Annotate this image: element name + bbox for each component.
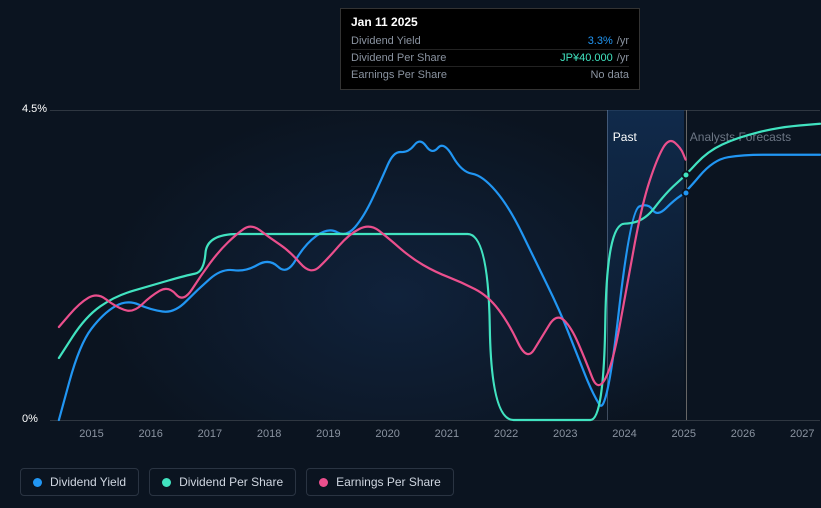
x-axis-label: 2026 xyxy=(731,428,755,440)
legend-item-dividend_per_share[interactable]: Dividend Per Share xyxy=(149,468,296,496)
legend-dot-icon xyxy=(162,478,171,487)
y-axis-label: 4.5% xyxy=(22,103,47,115)
tooltip-row-value: No data xyxy=(590,69,629,81)
marker-dividend_yield xyxy=(681,188,690,197)
x-axis-label: 2025 xyxy=(672,428,696,440)
x-axis-label: 2027 xyxy=(790,428,814,440)
legend-dot-icon xyxy=(319,478,328,487)
tooltip-row: Dividend Per Share JP¥40.000/yr xyxy=(351,49,629,66)
x-axis-label: 2019 xyxy=(316,428,340,440)
legend: Dividend Yield Dividend Per Share Earnings… xyxy=(20,468,454,496)
tooltip-row-label: Dividend Per Share xyxy=(351,52,446,64)
legend-dot-icon xyxy=(33,478,42,487)
marker-dividend_per_share xyxy=(681,171,690,180)
legend-item-label: Earnings Per Share xyxy=(336,475,441,489)
chart-svg xyxy=(50,110,820,420)
legend-item-label: Dividend Yield xyxy=(50,475,126,489)
tooltip-row-label: Earnings Per Share xyxy=(351,69,447,81)
legend-item-dividend_yield[interactable]: Dividend Yield xyxy=(20,468,139,496)
tooltip-date: Jan 11 2025 xyxy=(351,15,629,29)
plot-area[interactable]: 0%4.5%2015201620172018201920202021202220… xyxy=(50,110,820,420)
legend-item-label: Dividend Per Share xyxy=(179,475,283,489)
legend-item-earnings_per_share[interactable]: Earnings Per Share xyxy=(306,468,454,496)
tooltip-row-value: 3.3% xyxy=(588,35,613,47)
tooltip-row: Dividend Yield 3.3% /yr xyxy=(351,33,629,49)
hover-tooltip: Jan 11 2025 Dividend Yield3.3%/yrDividen… xyxy=(340,8,640,90)
tooltip-row: Earnings Per Share No data xyxy=(351,66,629,83)
tooltip-row-unit: /yr xyxy=(617,52,629,64)
tooltip-row-value: JP¥40.000 xyxy=(560,52,613,64)
gridline xyxy=(50,420,820,421)
x-axis-label: 2022 xyxy=(494,428,518,440)
tooltip-row-unit: /yr xyxy=(617,35,629,47)
x-axis-label: 2024 xyxy=(612,428,636,440)
series-earnings_per_share xyxy=(59,141,686,385)
x-axis-label: 2015 xyxy=(79,428,103,440)
x-axis-label: 2020 xyxy=(375,428,399,440)
x-axis-label: 2018 xyxy=(257,428,281,440)
tooltip-row-value-group: 3.3% /yr xyxy=(588,35,629,47)
x-axis-label: 2023 xyxy=(553,428,577,440)
tooltip-row-value-group: JP¥40.000/yr xyxy=(560,52,629,64)
x-axis-label: 2021 xyxy=(435,428,459,440)
tooltip-row-value-group: No data xyxy=(590,69,629,81)
y-axis-label: 0% xyxy=(22,413,38,425)
tooltip-row-label: Dividend Yield xyxy=(351,35,421,47)
x-axis-label: 2017 xyxy=(198,428,222,440)
x-axis-label: 2016 xyxy=(138,428,162,440)
series-dividend_yield xyxy=(59,142,820,420)
